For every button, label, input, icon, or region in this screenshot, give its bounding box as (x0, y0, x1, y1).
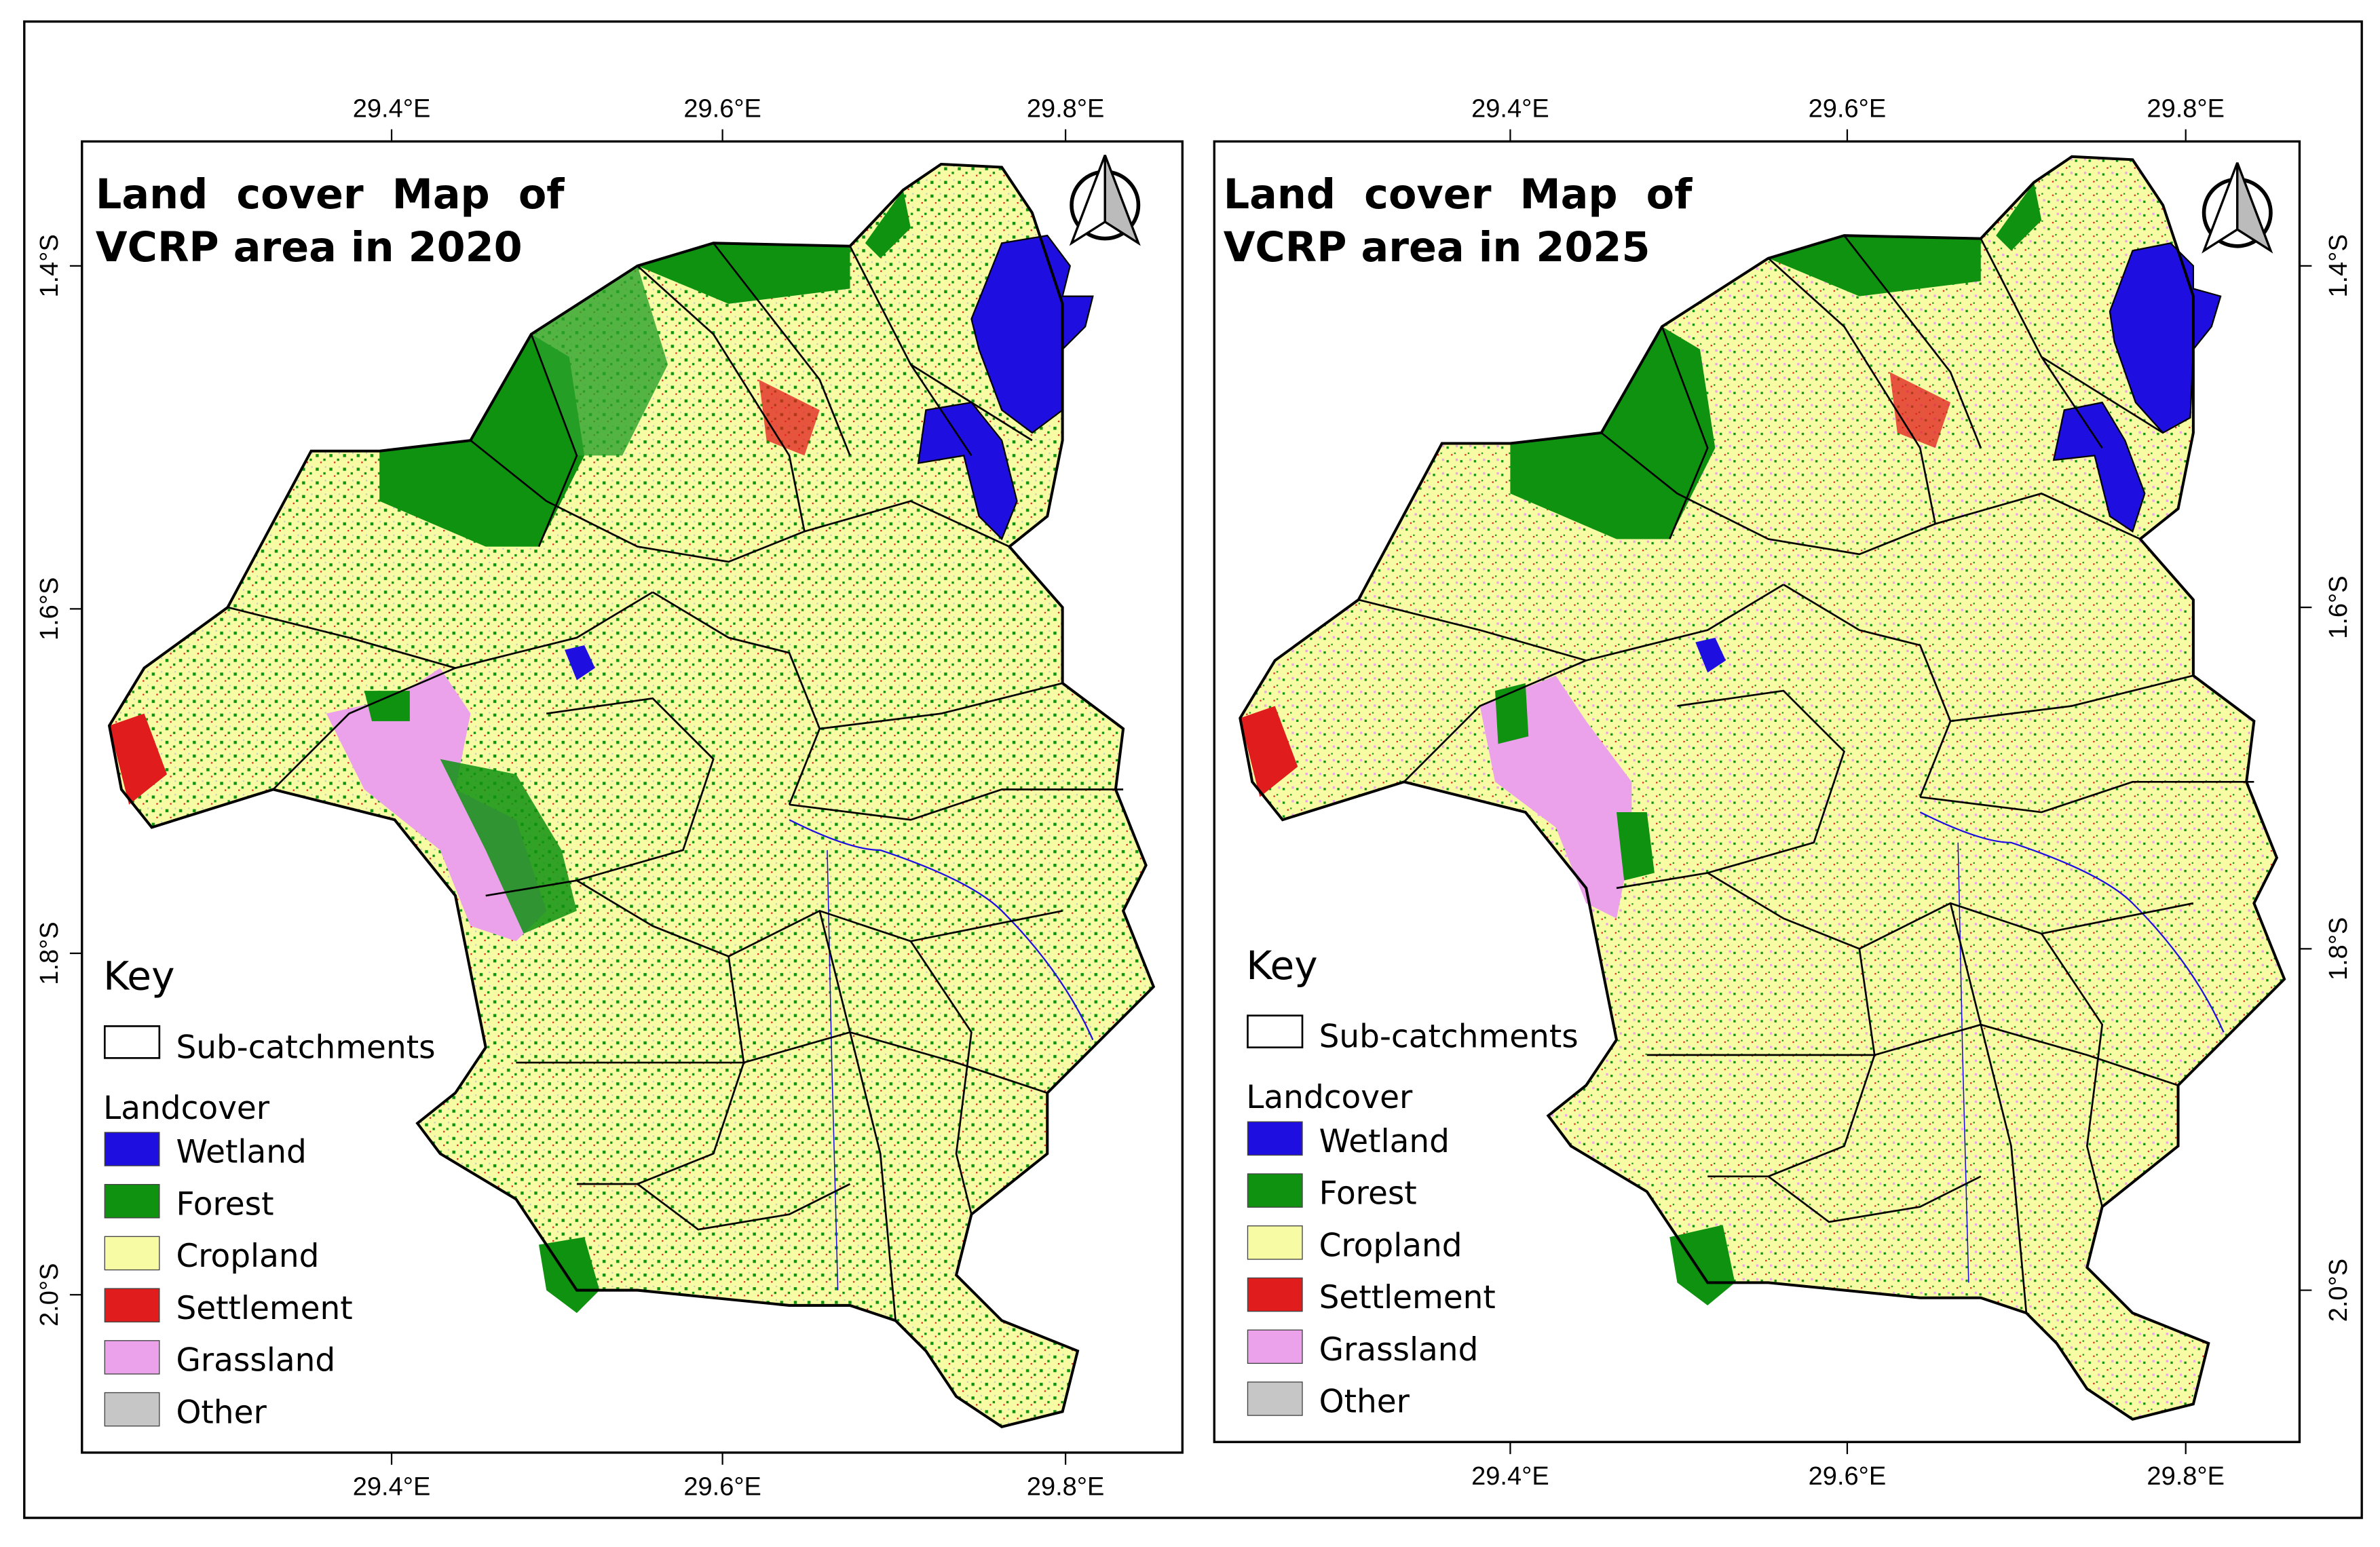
lon-tick-label: 29.6°E (683, 95, 761, 123)
legend-label-grassland: Grassland (176, 1342, 335, 1379)
legend-label-other: Other (1319, 1383, 1410, 1421)
legend: Key Sub-catchments Landcover Wetland Fore… (1246, 942, 1578, 1421)
lon-tick-label: 29.8°E (1027, 95, 1105, 123)
legend-swatch-grassland (104, 1340, 160, 1375)
map-title-line1: Land cover Map of (1224, 171, 1693, 218)
lat-tick-label: 1.6°S (2324, 575, 2353, 638)
lon-ticks-top: 29.4°E 29.6°E 29.8°E (1471, 95, 2225, 142)
legend-swatch-cropland (1247, 1225, 1303, 1260)
north-arrow-icon (2202, 162, 2273, 254)
legend-swatch-other (1247, 1381, 1303, 1416)
map-title-line2: VCRP area in 2020 (96, 224, 523, 271)
map-title-line1: Land cover Map of (96, 171, 565, 218)
sub-catchment-swatch (1247, 1014, 1304, 1049)
lat-ticks-right: 1.4°S 1.6°S 1.8°S 2.0°S (2299, 234, 2353, 1322)
lon-tick-label: 29.8°E (2147, 1462, 2225, 1491)
legend-label-cropland: Cropland (1319, 1227, 1462, 1264)
legend-label-wetland: Wetland (176, 1134, 306, 1171)
legend: Key Sub-catchments Landcover Wetland Fore… (103, 953, 435, 1432)
lat-ticks-left: 1.4°S 1.6°S 1.8°S 2.0°S (35, 234, 82, 1326)
legend-boundary-label: Sub-catchments (176, 1029, 435, 1066)
lat-tick-label: 2.0°S (35, 1263, 64, 1326)
lat-tick-label: 2.0°S (2324, 1259, 2353, 1322)
legend-swatch-cropland (104, 1236, 160, 1271)
map-title: Land cover Map of VCRP area in 2020 (96, 171, 565, 271)
legend-label-cropland: Cropland (176, 1238, 319, 1275)
legend-swatch-settlement (1247, 1277, 1303, 1312)
lat-tick-label: 1.8°S (35, 921, 64, 985)
river (789, 819, 1094, 1040)
lon-tick-label: 29.4°E (1471, 95, 1549, 123)
legend-swatch-wetland (104, 1132, 160, 1166)
legend-swatch-settlement (104, 1288, 160, 1322)
legend-swatch-forest (104, 1184, 160, 1219)
lon-tick-label: 29.4°E (353, 95, 431, 123)
legend-heading: Key (103, 953, 174, 999)
lon-ticks-top: 29.4°E 29.6°E 29.8°E (353, 95, 1105, 142)
lon-tick-label: 29.6°E (683, 1473, 761, 1502)
legend-swatch-grassland (1247, 1329, 1303, 1364)
map-panel-2020: 29.4°E 29.6°E 29.8°E 29.4°E 29.6°E 29.8°… (35, 95, 1184, 1502)
legend-label-grassland: Grassland (1319, 1331, 1479, 1369)
sub-catchment-swatch (103, 1025, 161, 1059)
lat-tick-label: 1.4°S (35, 234, 64, 297)
grassland-patch (326, 668, 547, 942)
legend-swatch-other (104, 1392, 160, 1427)
legend-swatch-wetland (1247, 1121, 1303, 1156)
lon-tick-label: 29.4°E (1471, 1462, 1549, 1491)
land-cover-raster-2020 (109, 164, 1154, 1427)
legend-label-settlement: Settlement (1319, 1279, 1496, 1316)
map-title-line2: VCRP area in 2025 (1224, 224, 1650, 271)
lat-tick-label: 1.6°S (35, 577, 64, 641)
legend-label-other: Other (176, 1394, 267, 1431)
legend-swatch-forest (1247, 1173, 1303, 1208)
legend-label-forest: Forest (1319, 1175, 1417, 1212)
legend-label-settlement: Settlement (176, 1290, 352, 1327)
north-arrow-icon (1069, 154, 1141, 246)
lon-ticks-bottom: 29.4°E 29.6°E 29.8°E (1471, 1442, 2225, 1491)
map-panel-2025: 29.4°E 29.6°E 29.8°E 29.4°E 29.6°E 29.8°… (1213, 95, 2353, 1491)
settlement-patch (109, 713, 168, 805)
legend-label-forest: Forest (176, 1185, 273, 1223)
legend-boundary-label: Sub-catchments (1319, 1018, 1579, 1056)
forest-patch (637, 243, 850, 304)
lon-ticks-bottom: 29.4°E 29.6°E 29.8°E (353, 1452, 1105, 1502)
lat-tick-label: 1.4°S (2324, 234, 2353, 297)
lon-tick-label: 29.4°E (353, 1473, 431, 1502)
legend-group-label: Landcover (103, 1090, 270, 1127)
lat-tick-label: 1.8°S (2324, 917, 2353, 980)
lon-tick-label: 29.6°E (1809, 1462, 1887, 1491)
forest-patch (865, 190, 911, 259)
lon-tick-label: 29.8°E (2147, 95, 2225, 123)
lon-tick-label: 29.8°E (1027, 1473, 1105, 1502)
map-title: Land cover Map of VCRP area in 2025 (1224, 171, 1693, 271)
land-cover-raster-2025 (1240, 157, 2284, 1419)
wetland-lake (917, 401, 1018, 541)
legend-group-label: Landcover (1246, 1079, 1413, 1116)
legend-heading: Key (1246, 942, 1317, 989)
lon-tick-label: 29.6°E (1809, 95, 1887, 123)
legend-label-wetland: Wetland (1319, 1123, 1450, 1160)
forest-patch (379, 334, 585, 547)
